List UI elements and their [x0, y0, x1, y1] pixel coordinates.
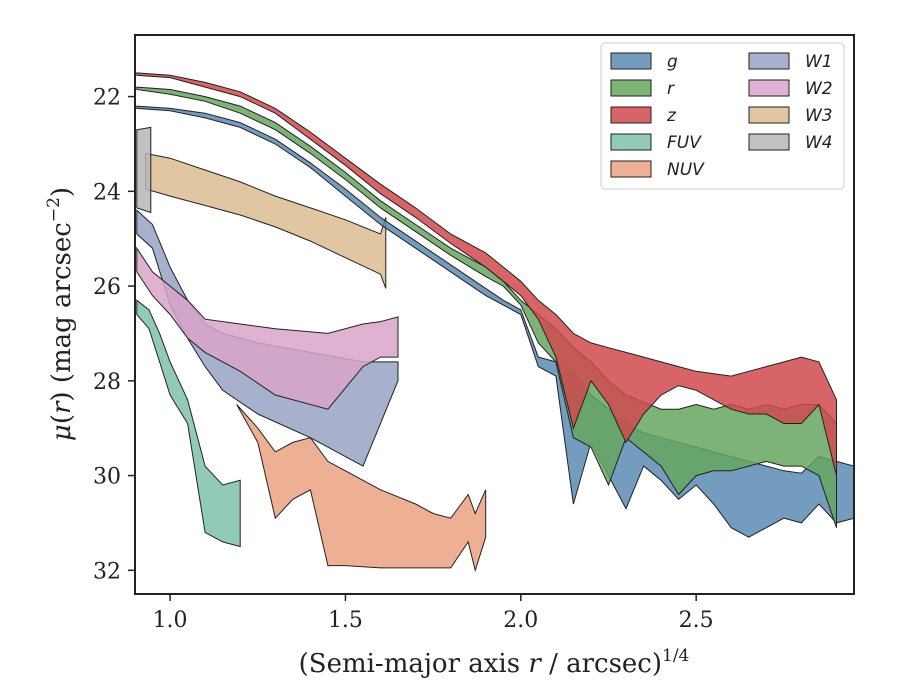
legend-label-w1: W1 — [805, 52, 833, 72]
y-tick-label: 32 — [93, 559, 121, 584]
legend-label-w2: W2 — [805, 79, 833, 99]
band-w4 — [136, 126, 152, 214]
legend-swatch-nuv — [610, 160, 652, 178]
y-tick-label: 30 — [93, 465, 121, 490]
legend-swatch-w3 — [748, 106, 790, 124]
band-fuv — [136, 299, 241, 548]
legend-swatch-w2 — [748, 79, 790, 97]
legend-swatch-fuv — [610, 133, 652, 151]
y-tick-label: 26 — [93, 275, 121, 300]
legend-label-nuv: NUV — [667, 160, 705, 180]
legend-label-fuv: FUV — [667, 133, 702, 153]
band-g — [136, 105, 854, 538]
y-tick-label: 28 — [93, 370, 121, 395]
x-axis-label: (Semi-major axis r / arcsec)1/4 — [299, 646, 690, 679]
x-tick-label: 1.5 — [328, 608, 363, 633]
legend-label-g: g — [667, 52, 678, 72]
legend-label-w3: W3 — [805, 106, 833, 126]
series-layer — [136, 72, 854, 573]
band-nuv — [236, 404, 487, 573]
y-tick-label: 24 — [93, 180, 121, 205]
legend-label-r: r — [667, 79, 675, 99]
band-w3 — [145, 152, 387, 289]
plot-frame — [134, 34, 855, 595]
x-tick-label: 2.5 — [679, 608, 714, 633]
y-tick-label: 22 — [93, 86, 121, 111]
legend-swatch-g — [610, 52, 652, 70]
legend-label-w4: W4 — [805, 133, 833, 153]
legend-swatch-w1 — [748, 52, 790, 70]
x-axis: 1.0 1.5 2.0 2.5 — [153, 594, 714, 633]
y-axis: 22 24 26 28 30 32 — [93, 86, 135, 584]
legend-swatch-r — [610, 79, 652, 97]
band-z — [136, 72, 837, 476]
y-axis-label: μ(r) (mag arcsec−2) — [44, 187, 77, 441]
legend-swatch-w4 — [748, 133, 790, 151]
x-tick-label: 1.0 — [153, 608, 188, 633]
band-w2 — [136, 246, 399, 410]
legend-label-z: z — [666, 106, 677, 126]
legend-swatch-z — [610, 106, 652, 124]
legend: grz FUV NUV W1 W2 W3 W4 — [600, 42, 845, 190]
x-tick-label: 2.0 — [503, 608, 538, 633]
